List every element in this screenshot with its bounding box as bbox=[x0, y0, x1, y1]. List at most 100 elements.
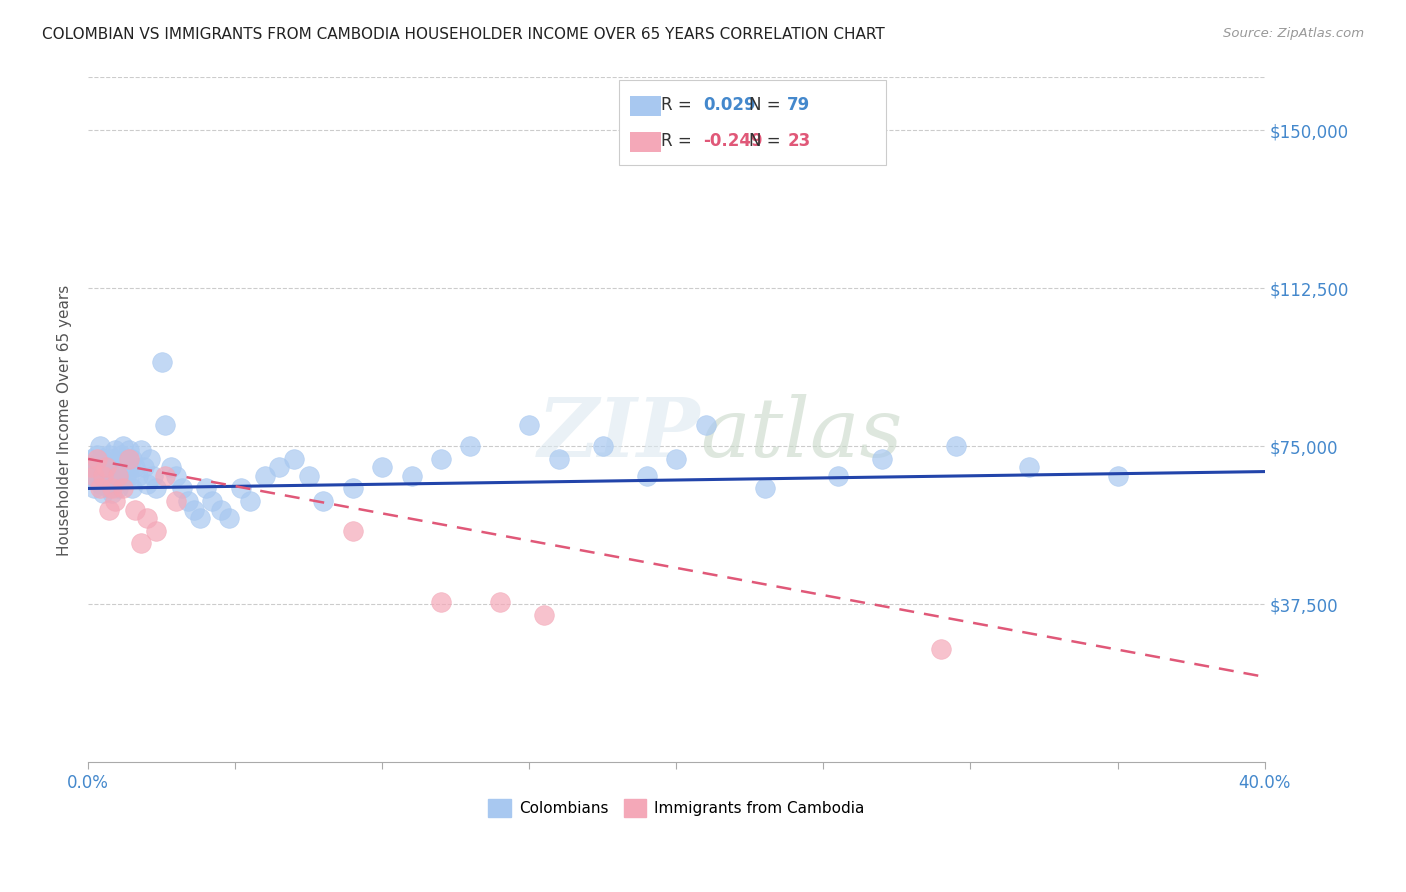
Point bbox=[209, 502, 232, 516]
Point bbox=[139, 451, 162, 466]
Point bbox=[159, 460, 181, 475]
Point bbox=[218, 511, 240, 525]
Text: -0.249: -0.249 bbox=[703, 132, 762, 150]
Point bbox=[118, 451, 141, 466]
Point bbox=[89, 460, 111, 475]
Point bbox=[153, 418, 176, 433]
Point bbox=[754, 482, 776, 496]
Point bbox=[283, 451, 305, 466]
Point bbox=[153, 468, 176, 483]
Point bbox=[165, 468, 187, 483]
Point bbox=[183, 502, 205, 516]
Point bbox=[80, 460, 103, 475]
Point bbox=[929, 641, 952, 656]
Point bbox=[145, 482, 167, 496]
Point bbox=[121, 482, 143, 496]
Point bbox=[371, 460, 394, 475]
Point bbox=[239, 494, 262, 508]
Point bbox=[533, 607, 555, 622]
Point bbox=[136, 511, 159, 525]
Point bbox=[150, 355, 173, 369]
Point bbox=[177, 494, 200, 508]
Point bbox=[165, 494, 187, 508]
Text: COLOMBIAN VS IMMIGRANTS FROM CAMBODIA HOUSEHOLDER INCOME OVER 65 YEARS CORRELATI: COLOMBIAN VS IMMIGRANTS FROM CAMBODIA HO… bbox=[42, 27, 884, 42]
Point bbox=[107, 456, 129, 470]
Point bbox=[547, 451, 569, 466]
Point bbox=[97, 448, 120, 462]
Point bbox=[83, 468, 105, 483]
Text: R =: R = bbox=[661, 96, 697, 114]
Point bbox=[86, 456, 108, 470]
Point bbox=[945, 439, 967, 453]
Text: Source: ZipAtlas.com: Source: ZipAtlas.com bbox=[1223, 27, 1364, 40]
Point bbox=[121, 451, 143, 466]
Point bbox=[665, 451, 688, 466]
Point bbox=[91, 485, 114, 500]
Point bbox=[870, 451, 893, 466]
Point bbox=[86, 451, 108, 466]
Point bbox=[142, 468, 165, 483]
Point bbox=[827, 468, 849, 483]
Point bbox=[1107, 468, 1129, 483]
Point bbox=[269, 460, 291, 475]
Text: N =: N = bbox=[749, 132, 786, 150]
Point bbox=[80, 468, 103, 483]
Point bbox=[112, 482, 135, 496]
Point bbox=[110, 473, 132, 487]
Point bbox=[201, 494, 224, 508]
Point bbox=[129, 536, 152, 550]
Point bbox=[100, 485, 122, 500]
Point bbox=[100, 451, 122, 466]
Point bbox=[298, 468, 321, 483]
Point bbox=[118, 443, 141, 458]
Point bbox=[91, 451, 114, 466]
Point bbox=[97, 482, 120, 496]
Y-axis label: Householder Income Over 65 years: Householder Income Over 65 years bbox=[58, 285, 72, 556]
Text: 0.029: 0.029 bbox=[703, 96, 755, 114]
Point bbox=[80, 451, 103, 466]
Point bbox=[401, 468, 423, 483]
Point bbox=[430, 595, 453, 609]
Point bbox=[107, 482, 129, 496]
Point bbox=[172, 482, 194, 496]
Text: N =: N = bbox=[749, 96, 786, 114]
Text: R =: R = bbox=[661, 132, 697, 150]
Point bbox=[229, 482, 252, 496]
Point bbox=[83, 460, 105, 475]
Legend: Colombians, Immigrants from Cambodia: Colombians, Immigrants from Cambodia bbox=[482, 792, 870, 823]
Text: 23: 23 bbox=[787, 132, 811, 150]
Point bbox=[86, 468, 108, 483]
Point bbox=[97, 465, 120, 479]
Point bbox=[517, 418, 540, 433]
Text: ZIP: ZIP bbox=[537, 393, 700, 474]
Text: atlas: atlas bbox=[700, 393, 903, 474]
Point bbox=[636, 468, 658, 483]
Point bbox=[97, 502, 120, 516]
Point bbox=[695, 418, 717, 433]
Point bbox=[94, 460, 117, 475]
Point bbox=[94, 477, 117, 491]
Point bbox=[107, 468, 129, 483]
Point bbox=[91, 468, 114, 483]
Point bbox=[115, 468, 138, 483]
Point bbox=[430, 451, 453, 466]
Point bbox=[110, 448, 132, 462]
Point bbox=[312, 494, 335, 508]
Point bbox=[136, 477, 159, 491]
Point bbox=[104, 443, 127, 458]
Point bbox=[89, 439, 111, 453]
Point bbox=[129, 443, 152, 458]
Point bbox=[112, 439, 135, 453]
Point bbox=[194, 482, 217, 496]
Point bbox=[91, 468, 114, 483]
Point bbox=[592, 439, 614, 453]
Point bbox=[89, 482, 111, 496]
Point bbox=[89, 477, 111, 491]
Point bbox=[489, 595, 512, 609]
Point bbox=[100, 482, 122, 496]
Point bbox=[132, 460, 155, 475]
Point bbox=[253, 468, 276, 483]
Point bbox=[118, 468, 141, 483]
Point bbox=[145, 524, 167, 538]
Point bbox=[83, 473, 105, 487]
